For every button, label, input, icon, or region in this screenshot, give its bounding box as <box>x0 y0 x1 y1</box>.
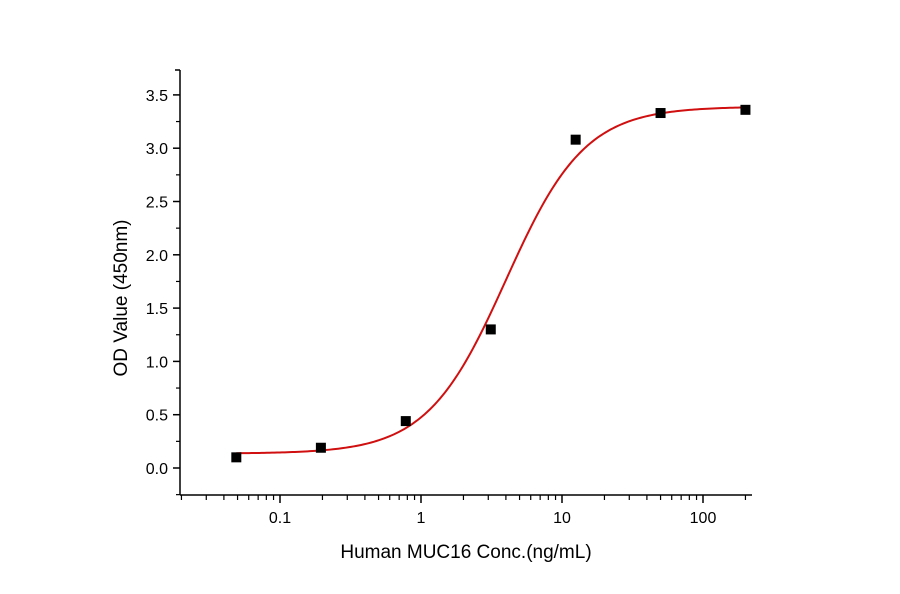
x-tick-label: 100 <box>690 510 717 527</box>
y-tick-label: 1.0 <box>146 354 168 371</box>
y-tick-label: 3.0 <box>146 141 168 158</box>
x-axis-title: Human MUC16 Conc.(ng/mL) <box>340 542 591 563</box>
y-tick-label: 3.5 <box>146 88 168 105</box>
data-point <box>740 104 751 115</box>
x-tick-label: 1 <box>417 510 426 527</box>
y-tick-label: 0.0 <box>146 461 168 478</box>
x-tick-label: 0.1 <box>269 510 291 527</box>
data-point <box>485 324 496 335</box>
data-point <box>400 416 411 427</box>
y-tick-label: 1.5 <box>146 301 168 318</box>
y-tick-label: 2.0 <box>146 248 168 265</box>
data-point <box>655 108 666 119</box>
y-axis: 0.0 0.5 1.0 1.5 2.0 2.5 3.0 3.5 <box>146 69 181 496</box>
data-point <box>570 134 581 145</box>
data-points <box>231 104 751 463</box>
data-point <box>315 442 326 453</box>
y-axis-title: OD Value (450nm) <box>111 220 132 377</box>
x-axis: 0.1 1 10 100 <box>180 494 752 527</box>
y-tick-label: 2.5 <box>146 195 168 212</box>
y-tick-label: 0.5 <box>146 408 168 425</box>
fit-curve <box>236 106 746 455</box>
x-tick-label: 10 <box>553 510 571 527</box>
data-point <box>231 452 242 463</box>
